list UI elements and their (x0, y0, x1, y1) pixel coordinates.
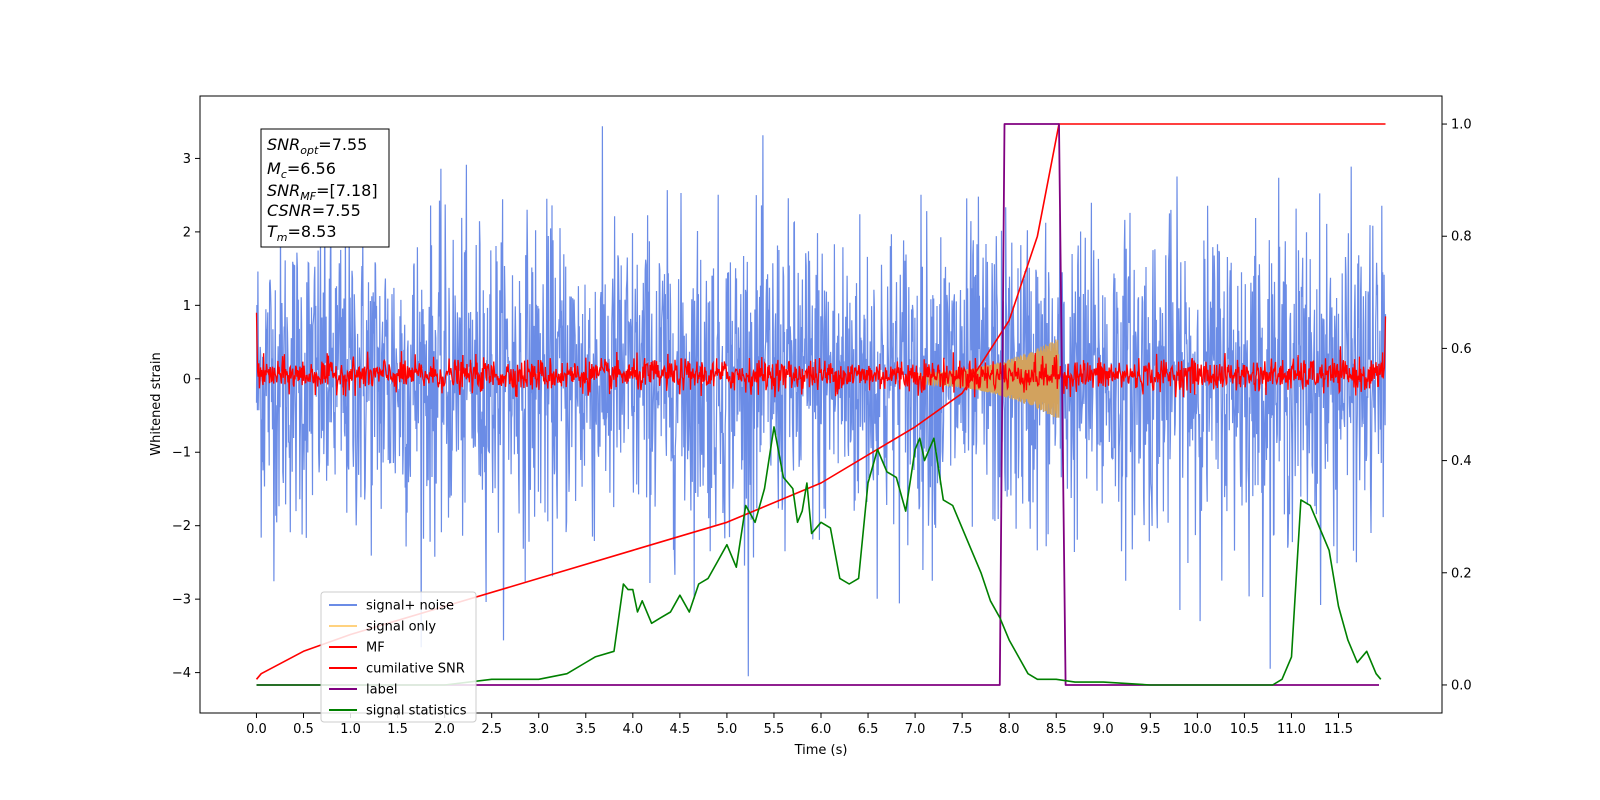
y-right-tick-label: 0.0 (1451, 678, 1472, 693)
x-tick-label: 8.5 (1046, 722, 1067, 737)
x-tick-label: 4.5 (670, 722, 691, 737)
x-tick-label: 1.5 (387, 722, 408, 737)
y-tick-label: 0 (183, 372, 191, 387)
x-tick-label: 3.0 (528, 722, 549, 737)
x-tick-label: 6.0 (811, 722, 832, 737)
y-right-tick-label: 1.0 (1451, 118, 1472, 133)
x-tick-label: 2.0 (434, 722, 455, 737)
x-tick-label: 0.0 (246, 722, 267, 737)
x-tick-label: 8.0 (999, 722, 1020, 737)
x-tick-label: 0.5 (293, 722, 314, 737)
annotation-csnr: CSNR=7.55 (267, 201, 361, 220)
x-tick-label: 10.0 (1183, 722, 1212, 737)
annotation-box: SNRopt=7.55 Mc=6.56 SNRMF=[7.18] CSNR=7.… (260, 128, 390, 248)
y-right-tick-label: 0.4 (1451, 454, 1472, 469)
y-tick-label: 1 (183, 299, 191, 314)
annotation-snr-mf: SNRMF=[7.18] (267, 181, 378, 203)
legend-label: signal+ noise (366, 599, 454, 614)
x-tick-label: 4.0 (622, 722, 643, 737)
y-right-tick-label: 0.6 (1451, 342, 1472, 357)
y-tick-label: −2 (172, 519, 191, 534)
x-tick-label: 7.0 (905, 722, 926, 737)
series-mf (255, 312, 1387, 398)
x-tick-label: 1.0 (340, 722, 361, 737)
legend-label: signal statistics (366, 704, 467, 719)
legend-label: cumilative SNR (366, 662, 465, 677)
x-tick-label: 5.5 (764, 722, 785, 737)
x-axis-label: Time (s) (794, 743, 848, 758)
series-label (256, 123, 1379, 686)
x-tick-label: 5.0 (717, 722, 738, 737)
x-tick-label: 9.5 (1140, 722, 1161, 737)
legend-label: signal only (366, 620, 436, 635)
x-tick-label: 10.5 (1230, 722, 1259, 737)
x-tick-label: 7.5 (952, 722, 973, 737)
legend-label: MF (366, 641, 385, 656)
y-right-tick-label: 0.8 (1451, 230, 1472, 245)
x-tick-label: 2.5 (481, 722, 502, 737)
x-tick-label: 6.5 (858, 722, 879, 737)
y-tick-label: −1 (172, 446, 191, 461)
x-tick-label: 11.0 (1277, 722, 1306, 737)
y-tick-label: −3 (172, 593, 191, 608)
x-tick-label: 9.0 (1093, 722, 1114, 737)
series-signal-statistics (256, 426, 1382, 686)
y-tick-label: −4 (172, 666, 191, 681)
y-right-tick-label: 0.2 (1451, 566, 1472, 581)
annotation-tm: Tm=8.53 (267, 222, 337, 244)
legend-label: label (366, 683, 397, 698)
annotation-snr-opt: SNRopt=7.55 (267, 135, 367, 157)
legend: signal+ noise signal only MF cumilative SNR… (320, 591, 477, 723)
annotation-mc: Mc=6.56 (267, 159, 336, 181)
y-axis-label: Whitened strain (149, 352, 164, 455)
y-tick-label: 3 (183, 152, 191, 167)
x-tick-label: 11.5 (1324, 722, 1353, 737)
y-tick-label: 2 (183, 225, 191, 240)
x-tick-label: 3.5 (575, 722, 596, 737)
